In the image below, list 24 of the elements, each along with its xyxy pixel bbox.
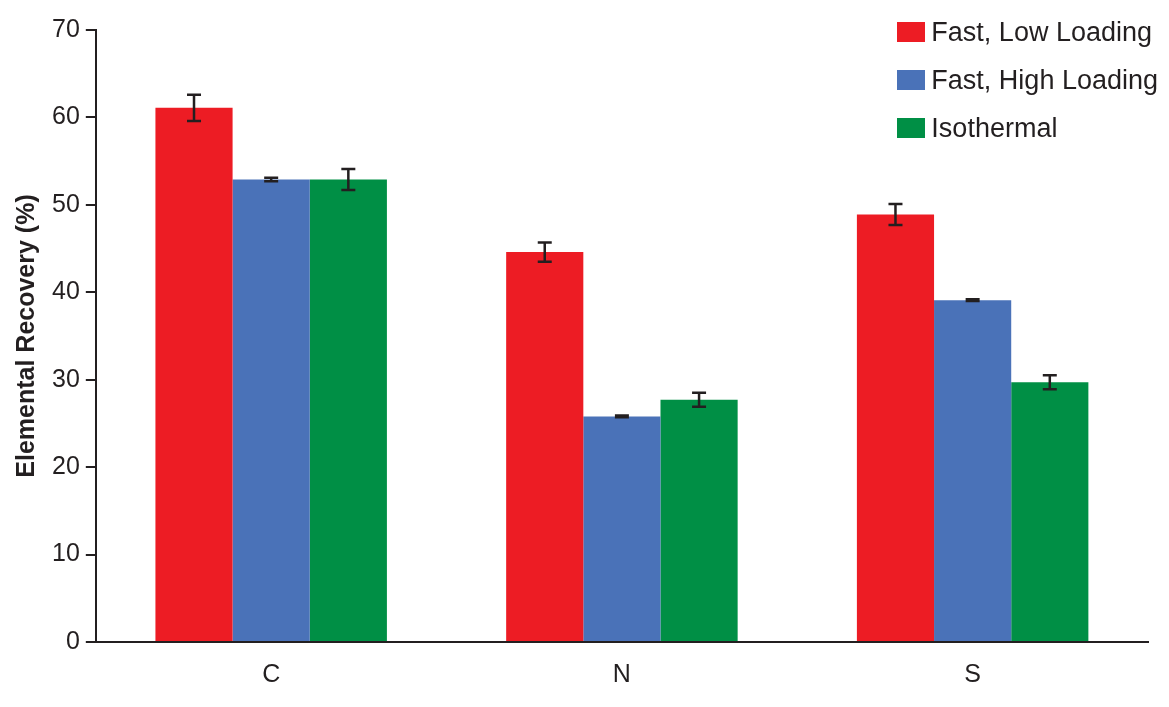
- x-tick-label: C: [262, 658, 281, 687]
- bar: [856, 214, 935, 641]
- y-tick-label: 10: [52, 538, 80, 567]
- legend-label: Fast, Low Loading: [931, 16, 1152, 48]
- y-tick-label: 0: [65, 625, 80, 654]
- x-tick-label: S: [964, 658, 981, 687]
- y-tick-label: 20: [52, 451, 80, 480]
- y-tick-label: 50: [52, 188, 80, 217]
- bar: [660, 399, 738, 641]
- y-tick-label: 70: [52, 13, 80, 42]
- bar: [934, 300, 1012, 641]
- x-tick-label: N: [612, 658, 631, 687]
- y-tick-label: 30: [52, 363, 80, 392]
- y-tick-label: 60: [52, 101, 80, 130]
- y-axis-title: Elemental Recovery (%): [10, 194, 39, 478]
- bar: [506, 252, 584, 641]
- legend-label: Fast, High Loading: [931, 64, 1158, 96]
- legend-label: Isothermal: [931, 112, 1058, 144]
- y-tick-label: 40: [52, 276, 80, 305]
- bar: [583, 416, 661, 641]
- bar: [232, 179, 310, 641]
- bar: [1011, 382, 1089, 641]
- bar: [155, 107, 233, 641]
- bar: [309, 179, 387, 641]
